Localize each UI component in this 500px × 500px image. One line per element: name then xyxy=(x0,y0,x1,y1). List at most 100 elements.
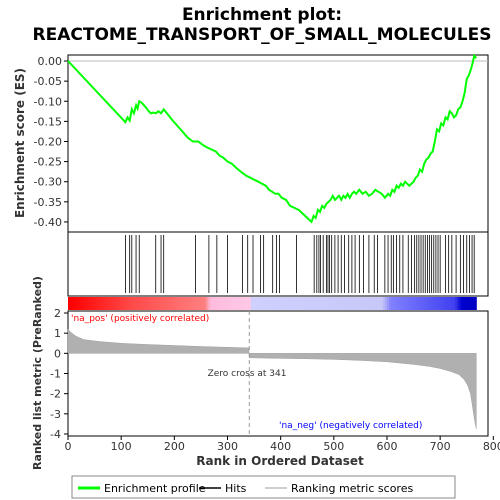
color-bar-segment xyxy=(231,297,235,310)
color-bar-segment xyxy=(167,297,171,310)
metric-panel-frame xyxy=(67,310,489,437)
zero-cross-label: Zero cross at 341 xyxy=(208,369,287,379)
color-bar-segment xyxy=(376,297,379,310)
color-bar-segment xyxy=(129,297,133,310)
color-bar-segment xyxy=(229,297,233,310)
color-bar-segment xyxy=(261,297,265,310)
x-tick-label: 300 xyxy=(217,440,238,453)
color-bar-segment xyxy=(272,297,275,310)
color-bar-segment xyxy=(287,297,290,310)
color-bar-segment xyxy=(189,297,192,310)
color-bar-segment xyxy=(389,297,392,310)
color-bar-segment xyxy=(295,297,299,310)
color-bar-segment xyxy=(223,297,226,310)
color-bar-segment xyxy=(284,297,288,310)
color-bar-segment xyxy=(131,297,135,310)
color-bar-segment xyxy=(465,297,469,310)
color-bar-segment xyxy=(431,297,435,310)
color-bar-segment xyxy=(250,297,254,310)
color-bar-segment xyxy=(187,297,190,310)
color-bar-segment xyxy=(176,297,180,310)
color-bar-segment xyxy=(280,297,284,310)
color-bar-segment xyxy=(270,297,273,310)
color-bar-segment xyxy=(180,297,184,310)
color-bar-segment xyxy=(308,297,311,310)
color-bar-segment xyxy=(106,297,109,310)
color-bar-segment xyxy=(391,297,394,310)
color-bar-segment xyxy=(218,297,222,310)
color-bar-segment xyxy=(442,297,445,310)
color-bar-segment xyxy=(267,297,271,310)
color-bar-segment xyxy=(469,297,473,310)
color-bar-segment xyxy=(438,297,441,310)
color-bar-segment xyxy=(327,297,331,310)
es-y-tick-label: -0.20 xyxy=(34,135,62,148)
color-bar-segment xyxy=(233,297,237,310)
color-bar-segment xyxy=(172,297,175,310)
es-y-axis-label: Enrichment score (ES) xyxy=(13,68,27,218)
color-bar-segment xyxy=(146,297,150,310)
color-bar-segment xyxy=(227,297,231,310)
color-bar-segment xyxy=(429,297,433,310)
color-bar-segment xyxy=(108,297,112,310)
color-bar-segment xyxy=(138,297,141,310)
color-bar-segment xyxy=(448,297,452,310)
color-bar-segment xyxy=(291,297,294,310)
color-bar-segment xyxy=(278,297,282,310)
color-bar-segment xyxy=(174,297,177,310)
color-bar-segment xyxy=(170,297,173,310)
metric-y-ticks: 2 1 0 -1 -2 -3 -4 xyxy=(50,307,68,441)
color-bar-segment xyxy=(393,297,396,310)
metric-y-tick-label: 0 xyxy=(54,347,61,360)
color-bar-segment xyxy=(255,297,258,310)
metric-y-tick-label: -1 xyxy=(50,368,61,381)
color-bar-segment xyxy=(331,297,335,310)
color-bar-segment xyxy=(74,297,78,310)
color-bar-segment xyxy=(259,297,263,310)
color-bar-segment xyxy=(140,297,143,310)
color-bar-segment xyxy=(423,297,426,310)
color-bar-segment xyxy=(312,297,316,310)
color-bar-segment xyxy=(85,297,88,310)
color-bar-segment xyxy=(386,297,390,310)
color-bar-segment xyxy=(306,297,309,310)
color-bar-segment xyxy=(472,297,475,310)
color-bar-segment xyxy=(125,297,129,310)
color-bar-segment xyxy=(418,297,422,310)
chart-title-line2: REACTOME_TRANSPORT_OF_SMALL_MOLECULES xyxy=(33,25,492,45)
color-bar-segment xyxy=(225,297,228,310)
color-bar-segment xyxy=(421,297,424,310)
color-bar-segment xyxy=(365,297,369,310)
color-bar-segment xyxy=(114,297,118,310)
color-bar-segment xyxy=(161,297,165,310)
x-tick-label: 700 xyxy=(430,440,451,453)
color-bar-segment xyxy=(76,297,80,310)
metric-y-tick-label: -4 xyxy=(50,428,61,441)
color-bar-segment xyxy=(133,297,137,310)
ranking-metric-area xyxy=(67,328,477,429)
color-bar-segment xyxy=(416,297,420,310)
color-bar-segment xyxy=(182,297,186,310)
color-bar-segment xyxy=(265,297,269,310)
color-bar-segment xyxy=(184,297,188,310)
color-bar-segment xyxy=(323,297,326,310)
color-bar-segment xyxy=(212,297,216,310)
color-bar-segment xyxy=(195,297,199,310)
color-bar-segment xyxy=(178,297,182,310)
rank-color-bar xyxy=(68,297,477,310)
metric-y-tick-label: -3 xyxy=(50,408,61,421)
x-tick-label: 500 xyxy=(323,440,344,453)
x-ticks: 0 100 200 300 400 500 600 700 800 xyxy=(65,436,500,453)
color-bar-segment xyxy=(378,297,382,310)
es-y-tick-label: 0.00 xyxy=(38,55,63,68)
color-bar-segment xyxy=(99,297,103,310)
color-bar-segment xyxy=(142,297,146,310)
color-bar-segment xyxy=(191,297,194,310)
color-bar-segment xyxy=(329,297,333,310)
color-bar-segment xyxy=(357,297,360,310)
color-bar-segment xyxy=(159,297,163,310)
color-bar-segment xyxy=(95,297,99,310)
color-bar-segment xyxy=(406,297,409,310)
color-bar-segment xyxy=(110,297,114,310)
es-panel-frame xyxy=(67,54,489,233)
